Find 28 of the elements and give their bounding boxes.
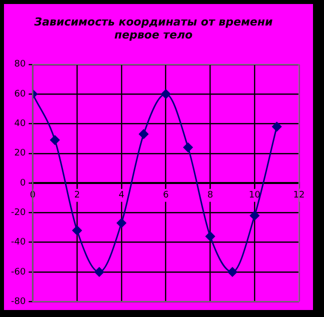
y-tick-label: 0	[20, 178, 26, 188]
text: первое тело	[114, 28, 193, 42]
point	[72, 226, 82, 236]
y-tick-label: 20	[14, 148, 26, 159]
x-tick-label: 6	[162, 190, 169, 201]
point	[116, 218, 126, 228]
point	[250, 210, 260, 220]
point	[161, 89, 171, 99]
y-tick-label: -20	[10, 208, 26, 218]
point	[205, 232, 215, 242]
x-tick-label: 12	[293, 190, 305, 201]
point	[272, 122, 282, 132]
x-tick-label: 8	[207, 190, 214, 201]
y-tick-label: -60	[10, 267, 26, 278]
y-tick-label: 40	[14, 119, 26, 130]
y-tick-label: -80	[10, 296, 26, 307]
x-tick-label: 10	[248, 190, 261, 201]
point	[183, 142, 193, 152]
point	[228, 267, 238, 277]
point	[94, 267, 104, 277]
text: Зависимость координаты от времени	[34, 15, 273, 28]
x-tick-label: 2	[74, 190, 80, 201]
point	[50, 135, 60, 145]
y-tick-label: 80	[14, 60, 26, 70]
point	[138, 129, 148, 139]
y-tick-label: 60	[14, 89, 26, 100]
y-tick-label: -40	[10, 238, 26, 248]
x-tick-label: 4	[118, 190, 125, 201]
